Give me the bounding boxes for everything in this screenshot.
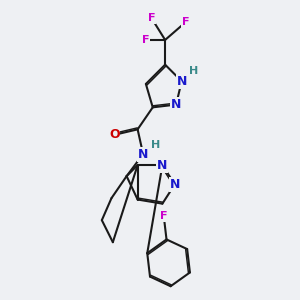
Text: O: O [109,128,119,141]
Text: F: F [182,17,190,27]
Text: N: N [171,98,181,111]
Text: N: N [176,75,187,88]
Text: N: N [138,148,148,160]
Text: F: F [148,13,155,23]
Text: F: F [160,211,167,221]
Text: N: N [157,159,168,172]
Text: H: H [151,140,160,150]
Text: F: F [142,35,150,45]
Text: H: H [189,66,199,76]
Text: N: N [169,178,180,191]
